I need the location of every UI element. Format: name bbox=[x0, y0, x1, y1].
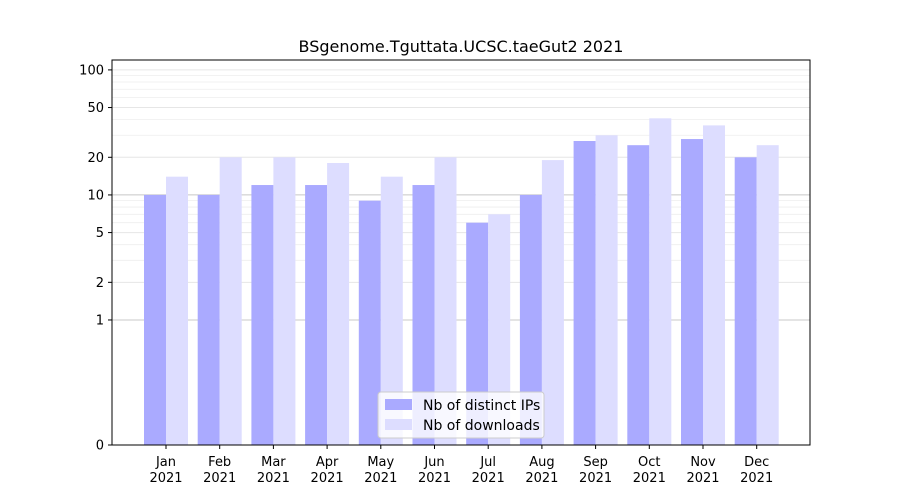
bar-distinct-ips bbox=[573, 140, 596, 445]
legend-label: Nb of downloads bbox=[423, 418, 540, 434]
y-tick-label: 1 bbox=[96, 313, 104, 328]
x-tick-label-year: 2021 bbox=[579, 471, 612, 486]
x-tick-label-month: Feb bbox=[208, 455, 231, 470]
x-tick-label-month: Aug bbox=[529, 455, 554, 470]
x-tick-label-year: 2021 bbox=[203, 471, 236, 486]
bar-distinct-ips bbox=[305, 185, 328, 445]
bar-downloads bbox=[273, 157, 296, 445]
legend-label: Nb of distinct IPs bbox=[423, 398, 540, 414]
bar-downloads bbox=[595, 135, 618, 445]
plot-frame bbox=[111, 59, 811, 446]
bar-distinct-ips bbox=[734, 157, 757, 445]
bar-downloads bbox=[756, 145, 779, 445]
x-tick-label-year: 2021 bbox=[633, 471, 666, 486]
legend-swatch bbox=[385, 419, 412, 430]
bar-distinct-ips bbox=[466, 222, 489, 445]
bar-distinct-ips bbox=[412, 185, 435, 445]
legend-swatch bbox=[385, 399, 412, 410]
x-tick-label-month: Oct bbox=[638, 455, 660, 470]
x-tick-label-year: 2021 bbox=[686, 471, 719, 486]
x-tick-label-month: Apr bbox=[316, 455, 339, 470]
legend: Nb of distinct IPs Nb of downloads bbox=[377, 391, 545, 439]
bar-downloads bbox=[434, 157, 457, 445]
y-tick-label: 10 bbox=[87, 188, 104, 203]
y-tick-label: 5 bbox=[96, 226, 104, 241]
y-axis-ticks: 0 1 2 5 10 20 50 100 bbox=[79, 63, 112, 454]
x-tick-label-month: Jul bbox=[479, 455, 496, 470]
bar-downloads bbox=[327, 163, 350, 445]
x-tick-label-year: 2021 bbox=[149, 471, 182, 486]
x-tick-label-year: 2021 bbox=[472, 471, 505, 486]
bar-distinct-ips bbox=[627, 145, 650, 445]
bar-downloads bbox=[166, 176, 188, 445]
x-tick-label-year: 2021 bbox=[525, 471, 558, 486]
x-tick-label-year: 2021 bbox=[418, 471, 451, 486]
bar-distinct-ips bbox=[197, 194, 220, 445]
x-tick-label-year: 2021 bbox=[311, 471, 344, 486]
bars bbox=[144, 118, 779, 445]
chart-title: BSgenome.Tguttata.UCSC.taeGut2 2021 bbox=[299, 37, 624, 56]
x-tick-label-year: 2021 bbox=[740, 471, 773, 486]
bar-downloads bbox=[219, 157, 242, 445]
bar-distinct-ips bbox=[251, 185, 274, 445]
y-tick-label: 20 bbox=[87, 151, 104, 166]
bar-distinct-ips bbox=[519, 194, 542, 445]
y-tick-label: 2 bbox=[96, 276, 104, 291]
x-tick-label-month: May bbox=[367, 455, 394, 470]
y-tick-label: 100 bbox=[79, 63, 104, 78]
bar-downloads bbox=[541, 160, 564, 445]
x-tick-label-year: 2021 bbox=[257, 471, 290, 486]
bar-distinct-ips bbox=[358, 200, 381, 445]
x-tick-label-month: Sep bbox=[583, 455, 608, 470]
x-tick-label-month: Nov bbox=[690, 455, 716, 470]
legend-box bbox=[377, 391, 545, 439]
x-axis-ticks: Jan2021Feb2021Mar2021Apr2021May2021Jun20… bbox=[149, 445, 773, 486]
bar-downloads bbox=[703, 125, 725, 445]
bar-downloads bbox=[649, 118, 672, 445]
x-tick-label-month: Mar bbox=[261, 455, 286, 470]
bar-downloads bbox=[488, 214, 511, 445]
bar-distinct-ips bbox=[144, 194, 166, 445]
x-tick-label-year: 2021 bbox=[364, 471, 397, 486]
y-tick-label: 0 bbox=[96, 439, 104, 454]
x-tick-label-month: Dec bbox=[744, 455, 769, 470]
x-tick-label-month: Jan bbox=[155, 455, 176, 470]
x-tick-label-month: Jun bbox=[423, 455, 444, 470]
y-tick-label: 50 bbox=[87, 101, 104, 116]
bar-distinct-ips bbox=[681, 139, 703, 445]
bar-downloads bbox=[380, 176, 403, 445]
